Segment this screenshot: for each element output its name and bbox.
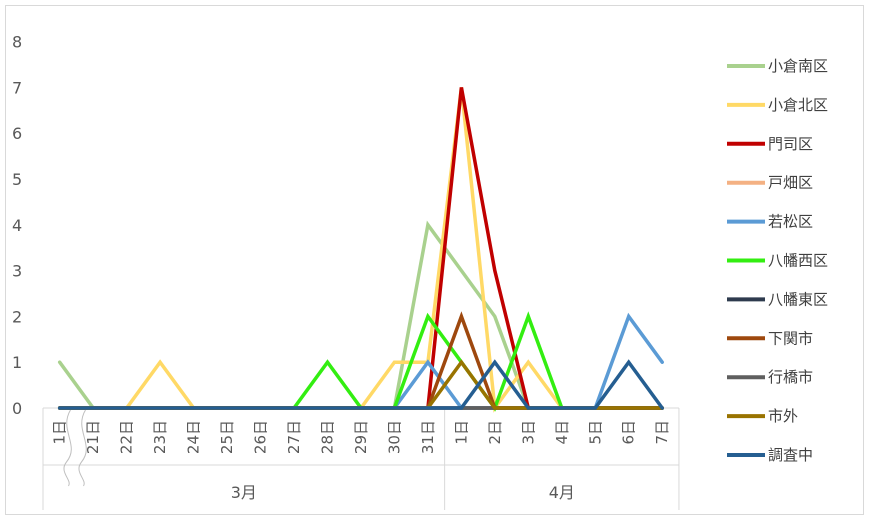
axis-break-mark: [78, 409, 87, 487]
category-table: 3月 4月: [42, 408, 680, 510]
legend-label: 調査中: [768, 446, 813, 464]
y-tick-label: 0: [12, 399, 22, 418]
month-label: 4月: [549, 483, 575, 502]
legend-label: 市外: [768, 407, 798, 425]
legend-label: 八幡西区: [768, 252, 828, 270]
x-tick-label: 25日: [218, 420, 236, 454]
y-tick-label: 3: [12, 262, 22, 281]
x-tick-label: 28日: [318, 420, 336, 454]
x-axis: 1日 21日 22日 23日 24日 25日 26日 27日 28日 29日 30日 31日 1日 2日 3…: [43, 407, 679, 454]
legend-label: 門司区: [768, 135, 813, 153]
legend-item: 八幡西区: [727, 252, 828, 270]
legend-label: 小倉南区: [768, 57, 828, 75]
legend-label: 下関市: [768, 329, 813, 347]
series-line: [57, 312, 664, 410]
y-tick-label: 4: [12, 216, 22, 235]
legend-item: 小倉北区: [727, 96, 828, 114]
series-line: [57, 220, 664, 410]
y-axis: 0 1 2 3 4 5 6 7 8: [12, 33, 22, 418]
series-lines: [57, 87, 664, 413]
legend-item: 調査中: [727, 446, 813, 464]
legend-item: 市外: [727, 407, 798, 425]
x-tick-label: 27日: [285, 420, 303, 454]
x-tick-label: 26日: [252, 420, 270, 454]
x-tick-label: 29日: [352, 420, 370, 454]
series-line: [57, 87, 664, 410]
legend-item: 行橋市: [727, 368, 813, 386]
x-tick-label: 21日: [84, 420, 102, 454]
series-line: [57, 311, 664, 412]
x-tick-label: 4日: [553, 420, 571, 445]
x-tick-label: 6日: [620, 420, 638, 445]
x-tick-label: 1日: [452, 420, 470, 445]
x-tick-label: 31日: [419, 420, 437, 454]
y-tick-label: 7: [12, 78, 22, 97]
x-tick-label: 22日: [118, 420, 136, 454]
legend-item: 小倉南区: [727, 57, 828, 75]
legend-item: 戸畑区: [727, 174, 813, 192]
legend-item: 門司区: [727, 135, 813, 153]
series-line: [57, 87, 664, 413]
x-tick-label: 5日: [586, 420, 604, 445]
legend-label: 行橋市: [768, 368, 813, 386]
series-line: [57, 359, 664, 410]
y-tick-label: 1: [12, 353, 22, 372]
month-label: 3月: [231, 483, 257, 502]
legend-label: 戸畑区: [768, 174, 813, 192]
x-tick-label: 23日: [151, 420, 169, 454]
x-tick-label: 7日: [653, 420, 671, 445]
legend-item: 若松区: [727, 213, 813, 231]
chart-frame: [5, 5, 864, 515]
y-tick-label: 2: [12, 307, 22, 326]
legend-item: 下関市: [727, 329, 813, 347]
series-line: [57, 311, 664, 410]
legend-label: 八幡東区: [768, 290, 828, 308]
y-tick-label: 6: [12, 124, 22, 143]
legend-label: 小倉北区: [768, 96, 828, 114]
x-tick-label: 3日: [519, 420, 537, 445]
series-line: [57, 359, 664, 410]
legend-item: 八幡東区: [727, 290, 828, 308]
x-tick-label: 2日: [486, 420, 504, 445]
x-tick-label: 1日: [51, 420, 69, 445]
x-tick-label: 30日: [385, 420, 403, 454]
y-tick-label: 8: [12, 33, 22, 52]
y-tick-label: 5: [12, 170, 22, 189]
axis-break-mark: [63, 409, 72, 487]
x-tick-label: 24日: [185, 420, 203, 454]
legend-label: 若松区: [768, 213, 813, 231]
